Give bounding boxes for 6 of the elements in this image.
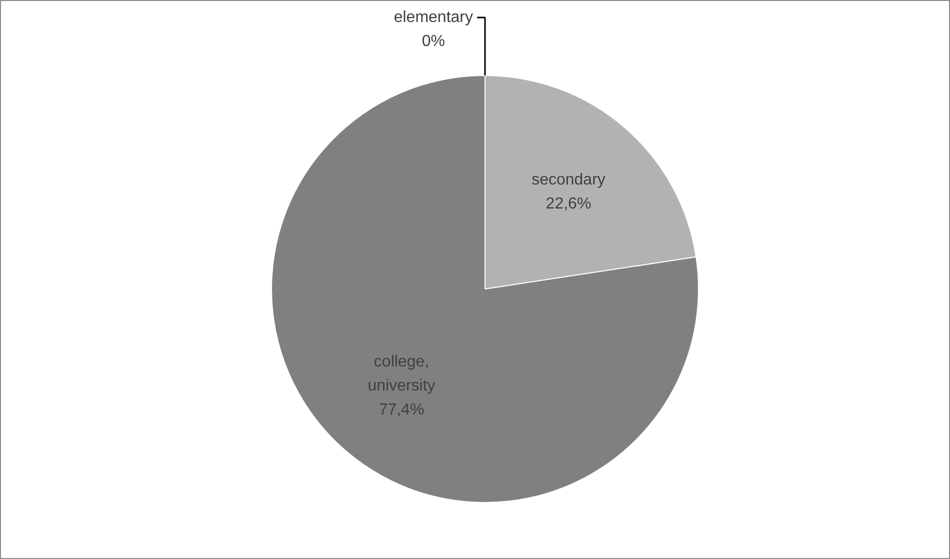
data-label: 22,6% xyxy=(546,195,592,212)
slice-label: secondary xyxy=(532,171,606,188)
slice-label: college, university xyxy=(368,354,436,395)
data-label: 77,4% xyxy=(378,402,424,419)
text: 0% xyxy=(422,32,445,50)
category-label: elementary xyxy=(394,8,474,26)
